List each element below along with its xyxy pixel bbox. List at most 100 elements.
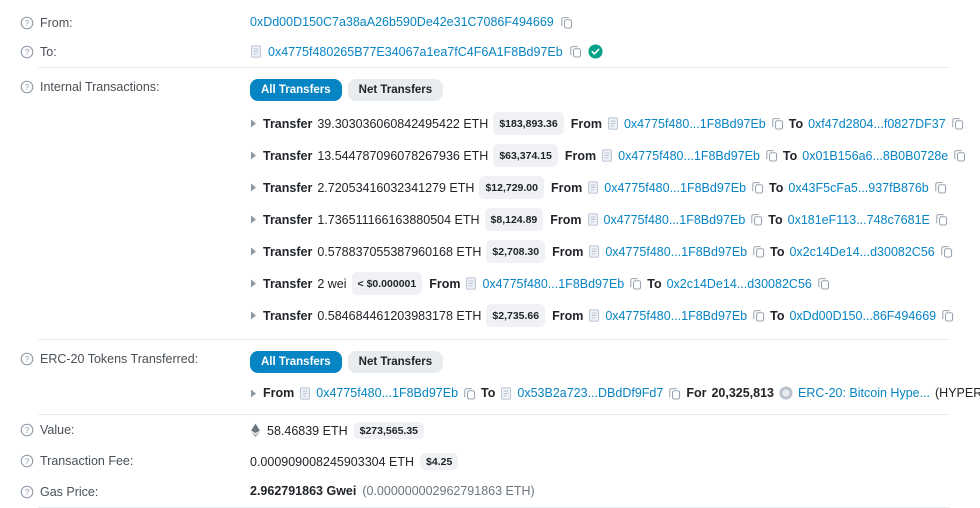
transfer-amount: 2.72053416032341279 ETH <box>317 180 475 195</box>
ethereum-icon <box>250 423 261 438</box>
transfer-to-address-link[interactable]: 0xDd00D150...86F494669 <box>789 308 937 323</box>
internal-transactions-label: Internal Transactions: <box>40 80 160 94</box>
from-address-link[interactable]: 0xDd00D150C7a38aA26b590De42e31C7086F4946… <box>250 15 554 29</box>
copy-icon[interactable] <box>953 149 966 162</box>
from-word: From <box>263 386 295 400</box>
help-icon[interactable]: ? <box>20 352 34 366</box>
copy-icon[interactable] <box>934 181 947 194</box>
fee-usd-badge: $4.25 <box>420 453 459 470</box>
transfer-from-address-link[interactable]: 0x4775f480...1F8Bd97Eb <box>604 180 747 195</box>
expand-caret-icon[interactable] <box>250 279 257 288</box>
to-address-link[interactable]: 0x4775f480265B77E34067a1ea7fC4F6A1F8Bd97… <box>268 44 563 59</box>
expand-caret-icon[interactable] <box>250 151 257 160</box>
copy-icon[interactable] <box>751 181 764 194</box>
erc20-token-name-link[interactable]: ERC-20: Bitcoin Hype... <box>798 386 931 400</box>
copy-icon[interactable] <box>951 117 964 130</box>
expand-caret-icon[interactable] <box>250 311 257 320</box>
erc20-to-address-link[interactable]: 0x53B2a723...DBdDf9Fd7 <box>517 386 664 400</box>
transfer-from-address-link[interactable]: 0x4775f480...1F8Bd97Eb <box>618 148 760 163</box>
internal-transfer-row: Transfer 2 wei < $0.000001 From 0x4775f4… <box>250 272 966 295</box>
contract-icon <box>500 386 512 400</box>
expand-caret-icon[interactable] <box>250 183 257 192</box>
value-row: ? Value: 58.46839 ETH $273,565.35 <box>20 415 960 446</box>
help-icon[interactable]: ? <box>20 16 34 30</box>
copy-icon[interactable] <box>817 277 830 290</box>
from-label-group: ? From: <box>20 15 250 30</box>
from-word: From <box>552 308 584 323</box>
contract-icon <box>587 213 599 226</box>
transfer-from-address-link[interactable]: 0x4775f480...1F8Bd97Eb <box>605 244 748 259</box>
to-word: To <box>782 148 798 163</box>
copy-icon[interactable] <box>750 213 763 226</box>
svg-text:?: ? <box>25 83 30 92</box>
tab-all-transfers[interactable]: All Transfers <box>250 351 342 373</box>
internal-transfer-tabs: All Transfers Net Transfers <box>250 79 444 101</box>
internal-transfer-list: Transfer 39.303036060842495422 ETH $183,… <box>250 112 966 327</box>
expand-caret-icon[interactable] <box>250 215 257 224</box>
contract-icon <box>299 386 311 400</box>
transfer-from-address-link[interactable]: 0x4775f480...1F8Bd97Eb <box>482 276 625 291</box>
expand-caret-icon[interactable] <box>250 119 257 128</box>
help-icon[interactable]: ? <box>20 80 34 94</box>
gas-price-eth-equivalent: (0.000000002962791863 ETH) <box>362 484 535 498</box>
transfer-amount: 2 wei <box>317 276 347 291</box>
transfer-from-address-link[interactable]: 0x4775f480...1F8Bd97Eb <box>603 212 746 227</box>
erc20-transfers-section: ? ERC-20 Tokens Transferred: All Transfe… <box>20 340 980 413</box>
transfer-to-address-link[interactable]: 0x181eF113...748c7681E <box>787 212 930 227</box>
help-icon[interactable]: ? <box>20 485 34 499</box>
help-icon[interactable]: ? <box>20 45 34 59</box>
copy-icon[interactable] <box>752 245 765 258</box>
transfer-word: Transfer <box>263 148 313 163</box>
to-word: To <box>788 116 804 131</box>
transfer-to-address-link[interactable]: 0x2c14De14...d30082C56 <box>789 244 935 259</box>
erc20-from-address-link[interactable]: 0x4775f480...1F8Bd97Eb <box>316 386 459 400</box>
transfer-to-address-link[interactable]: 0x2c14De14...d30082C56 <box>666 276 812 291</box>
expand-caret-icon[interactable] <box>250 247 257 256</box>
to-word: To <box>647 276 662 291</box>
erc20-token-symbol: (HYPER) <box>935 386 980 400</box>
gas-label-group: ? Gas Price: <box>20 484 250 499</box>
for-word: For <box>686 386 707 400</box>
copy-icon[interactable] <box>668 387 681 400</box>
from-word: From <box>564 148 597 163</box>
tab-net-transfers[interactable]: Net Transfers <box>347 351 444 373</box>
transfer-from-address-link[interactable]: 0x4775f480...1F8Bd97Eb <box>623 116 766 131</box>
transfer-usd-badge: $63,374.15 <box>493 144 558 167</box>
copy-icon[interactable] <box>941 309 954 322</box>
copy-icon[interactable] <box>463 387 476 400</box>
expand-caret-icon[interactable] <box>250 389 257 398</box>
transfer-usd-badge: $2,708.30 <box>486 240 546 263</box>
svg-text:?: ? <box>25 457 30 466</box>
erc20-token-amount: 20,325,813 <box>711 386 775 400</box>
transfer-usd-badge: $2,735.66 <box>486 304 546 327</box>
transfer-word: Transfer <box>263 244 313 259</box>
transfer-word: Transfer <box>263 180 313 195</box>
transfer-word: Transfer <box>263 116 313 131</box>
copy-icon[interactable] <box>935 213 948 226</box>
transaction-fee-amount: 0.000909008245903304 ETH <box>250 454 415 469</box>
copy-icon[interactable] <box>771 117 784 130</box>
help-icon[interactable]: ? <box>20 423 34 437</box>
svg-text:?: ? <box>25 48 30 57</box>
copy-icon[interactable] <box>940 245 953 258</box>
internal-transfer-row: Transfer 39.303036060842495422 ETH $183,… <box>250 112 966 135</box>
copy-icon[interactable] <box>765 149 778 162</box>
copy-icon[interactable] <box>752 309 765 322</box>
erc20-transfer-tabs: All Transfers Net Transfers <box>250 351 444 373</box>
copy-icon[interactable] <box>629 277 642 290</box>
transaction-fee-label: Transaction Fee: <box>40 454 134 468</box>
to-word: To <box>770 308 785 323</box>
from-word: From <box>551 180 583 195</box>
transfer-to-address-link[interactable]: 0x01B156a6...8B0B0728e <box>802 148 949 163</box>
transfer-to-address-link[interactable]: 0xf47d2804...f0827DF37 <box>808 116 946 131</box>
erc20-transfer-list: From 0x4775f480...1F8Bd97Eb To 0x53B2a72… <box>250 384 980 402</box>
copy-icon[interactable] <box>560 16 573 29</box>
copy-icon[interactable] <box>569 45 582 58</box>
to-row: ? To: 0x4775f480265B77E34067a1ea7fC4F6A1… <box>20 37 960 66</box>
help-icon[interactable]: ? <box>20 454 34 468</box>
tab-all-transfers[interactable]: All Transfers <box>250 79 342 101</box>
transfer-from-address-link[interactable]: 0x4775f480...1F8Bd97Eb <box>605 308 748 323</box>
tab-net-transfers[interactable]: Net Transfers <box>347 79 444 101</box>
transfer-to-address-link[interactable]: 0x43F5cFa5...937fB876b <box>788 180 929 195</box>
